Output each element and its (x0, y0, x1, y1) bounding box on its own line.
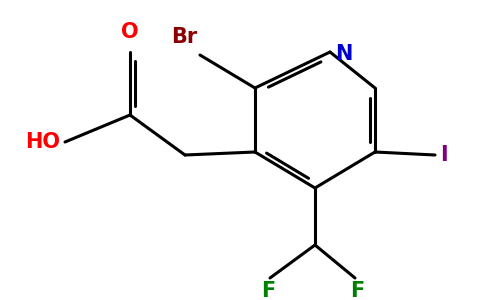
Text: F: F (261, 281, 275, 300)
Text: I: I (440, 145, 448, 165)
Text: N: N (335, 44, 352, 64)
Text: O: O (121, 22, 139, 42)
Text: Br: Br (171, 27, 197, 47)
Text: F: F (350, 281, 364, 300)
Text: HO: HO (25, 132, 60, 152)
